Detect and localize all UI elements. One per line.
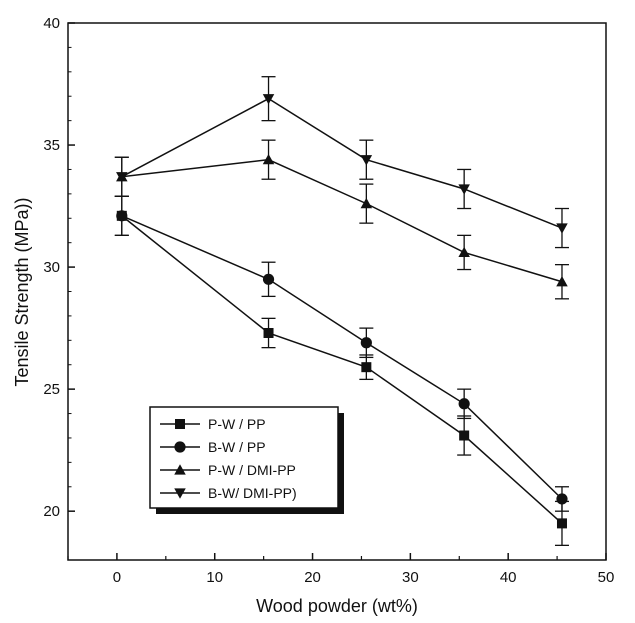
series-line xyxy=(121,158,563,283)
x-tick-label: 50 xyxy=(598,569,615,586)
y-tick-label: 20 xyxy=(43,503,60,520)
data-point xyxy=(556,493,568,505)
series-4 xyxy=(114,76,569,249)
data-point xyxy=(360,337,372,349)
data-point xyxy=(458,398,470,410)
legend: P-W / PP B-W / PP P-W / DMI-PP B-W/ DMI-PP) xyxy=(149,406,344,514)
data-point xyxy=(360,155,373,166)
data-point xyxy=(263,327,274,338)
x-tick-label: 0 xyxy=(113,569,121,586)
legend-label: P-W / DMI-PP xyxy=(208,462,296,478)
data-point xyxy=(361,362,372,373)
series-layer xyxy=(114,76,569,547)
data-point xyxy=(262,153,275,165)
legend-items: P-W / PP B-W / PP P-W / DMI-PP B-W/ DMI-PP) xyxy=(160,416,297,501)
y-tick-label: 35 xyxy=(43,137,60,154)
data-point xyxy=(458,184,470,195)
data-point xyxy=(458,246,470,258)
data-point xyxy=(556,275,568,287)
data-point xyxy=(459,430,470,441)
x-axis-ticks: 0 10 20 30 40 50 xyxy=(67,553,615,586)
legend-marker xyxy=(175,419,185,429)
legend-entry: P-W / DMI-PP xyxy=(160,462,296,478)
legend-entry: B-W / PP xyxy=(160,439,266,455)
legend-label: B-W/ DMI-PP) xyxy=(208,485,297,501)
data-point xyxy=(116,210,128,222)
legend-entry: P-W / PP xyxy=(160,416,266,432)
data-point xyxy=(556,518,567,529)
data-point xyxy=(556,223,568,234)
y-axis-label: Tensile Strength (MPa)) xyxy=(12,197,32,386)
x-tick-label: 10 xyxy=(206,569,223,586)
y-tick-label: 30 xyxy=(43,259,60,276)
legend-label: B-W / PP xyxy=(208,439,266,455)
data-point xyxy=(262,94,275,105)
series-2 xyxy=(114,195,569,512)
y-axis-ticks: 20 25 30 35 40 xyxy=(43,15,75,520)
y-tick-label: 40 xyxy=(43,15,60,32)
y-tick-label: 25 xyxy=(43,381,60,398)
legend-entry: B-W/ DMI-PP) xyxy=(160,485,297,501)
x-axis-label: Wood powder (wt%) xyxy=(256,596,418,616)
legend-marker xyxy=(174,488,186,499)
data-point xyxy=(116,172,128,183)
x-tick-label: 40 xyxy=(500,569,517,586)
legend-label: P-W / PP xyxy=(208,416,266,432)
series-line xyxy=(121,97,563,229)
series-3 xyxy=(114,139,569,300)
data-point xyxy=(262,273,275,285)
x-tick-label: 30 xyxy=(402,569,419,586)
data-point xyxy=(360,197,373,209)
legend-marker xyxy=(174,464,186,475)
legend-marker xyxy=(174,441,186,453)
x-tick-label: 20 xyxy=(304,569,321,586)
